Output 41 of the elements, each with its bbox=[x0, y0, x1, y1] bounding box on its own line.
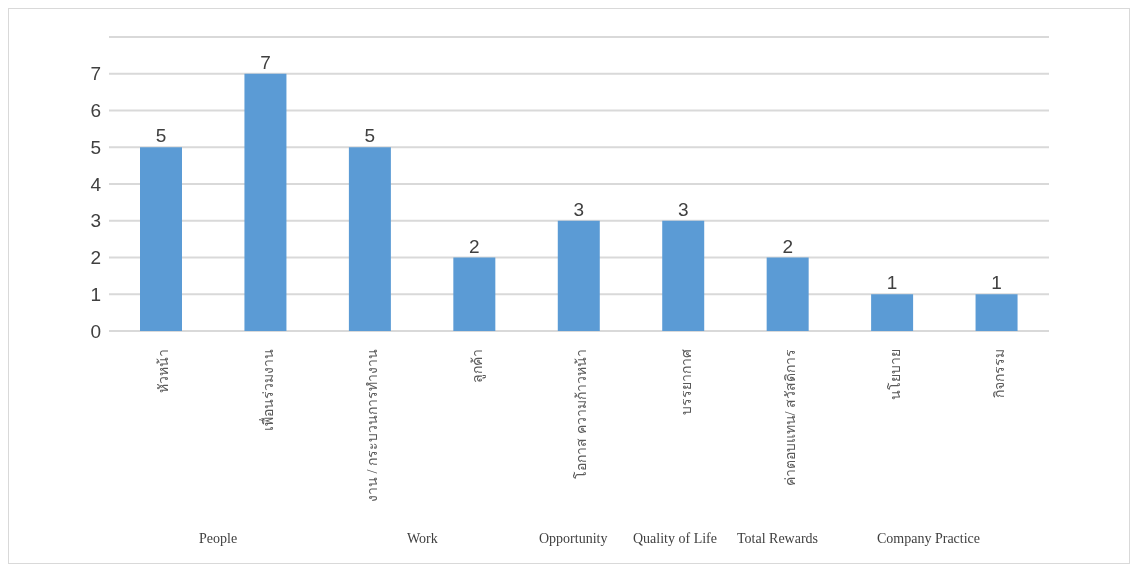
bar bbox=[662, 220, 705, 331]
data-label: 3 bbox=[677, 198, 689, 220]
x-tick-label: กิจกรรม bbox=[992, 349, 1007, 398]
text: Work bbox=[407, 531, 438, 547]
data-label: 3 bbox=[573, 198, 585, 220]
text: Opportunity bbox=[539, 531, 608, 547]
text: Company Practice bbox=[877, 531, 981, 547]
x-tick-label: นโยบาย bbox=[886, 349, 903, 400]
bar bbox=[244, 73, 287, 331]
text: People bbox=[199, 531, 238, 547]
y-tick-label: 2 bbox=[90, 247, 101, 269]
y-tick-label: 3 bbox=[90, 210, 101, 232]
bar bbox=[871, 294, 914, 331]
y-tick-label: 5 bbox=[90, 136, 101, 158]
y-tick-label: 4 bbox=[90, 173, 102, 195]
bar bbox=[140, 147, 182, 331]
bar bbox=[453, 257, 496, 331]
data-label: 7 bbox=[260, 51, 271, 73]
x-tick-label: ลูกค้า bbox=[469, 349, 486, 383]
data-label: 2 bbox=[782, 235, 793, 257]
y-tick-label: 1 bbox=[90, 283, 101, 305]
text: Total Rewards bbox=[737, 531, 819, 547]
text: Quality of Life bbox=[633, 531, 717, 547]
x-tick-label: ค่าตอบแทน/ สวัสดิการ bbox=[783, 349, 799, 487]
data-label: 2 bbox=[469, 235, 480, 257]
data-label: 5 bbox=[364, 125, 376, 147]
x-tick-label: งาน / กระบวนการทำงาน bbox=[365, 349, 381, 502]
bar bbox=[975, 294, 1018, 331]
bar bbox=[348, 147, 391, 331]
y-tick-label: 0 bbox=[90, 320, 101, 342]
data-label: 1 bbox=[991, 272, 1002, 294]
data-label: 5 bbox=[155, 125, 167, 147]
bar bbox=[557, 220, 600, 331]
y-tick-label: 7 bbox=[90, 63, 101, 85]
x-tick-label: เพื่อนร่วมงาน bbox=[258, 349, 276, 431]
x-tick-label: บรรยากาศ bbox=[678, 349, 694, 415]
bar bbox=[766, 257, 809, 331]
y-tick-label: 6 bbox=[90, 100, 101, 122]
x-tick-label: โอกาส ความก้าวหน้า bbox=[573, 349, 590, 479]
data-label: 1 bbox=[886, 272, 898, 294]
x-tick-label: หัวหน้า bbox=[156, 349, 172, 393]
